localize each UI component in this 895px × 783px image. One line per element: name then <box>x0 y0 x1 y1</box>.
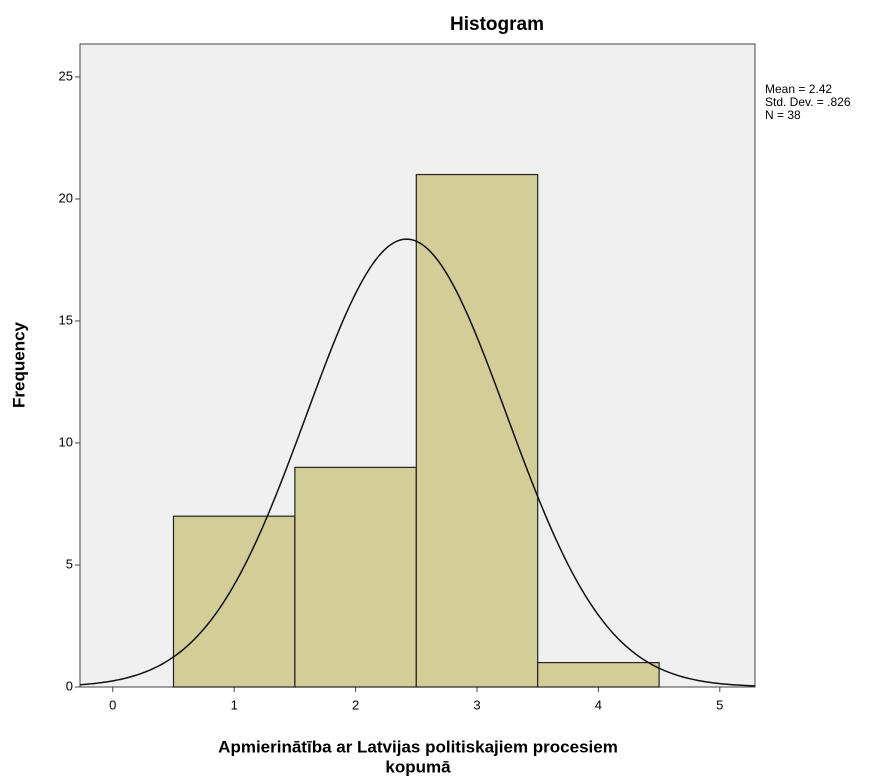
x-tick-label: 5 <box>716 697 723 712</box>
x-tick-label: 1 <box>231 697 238 712</box>
bar <box>294 466 417 688</box>
y-axis-label: Frequency <box>9 321 28 408</box>
y-tick-label: 0 <box>66 678 73 693</box>
y-tick-label: 25 <box>59 68 73 83</box>
bar <box>415 173 539 688</box>
chart-title: Histogram <box>450 14 544 35</box>
y-tick-label: 20 <box>59 190 73 205</box>
stat-label: Mean = 2.42 <box>765 82 832 96</box>
x-tick-label: 3 <box>473 697 480 712</box>
x-tick-label: 2 <box>352 697 359 712</box>
x-axis-label: kopumā <box>385 757 451 776</box>
bar <box>537 661 660 688</box>
y-tick-label: 5 <box>66 556 73 571</box>
x-tick-label: 4 <box>595 697 602 712</box>
bar <box>172 515 296 688</box>
y-tick-label: 15 <box>59 312 73 327</box>
normal-curve <box>79 238 756 687</box>
x-axis-label: Apmierinātība ar Latvijas politiskajiem … <box>218 737 618 756</box>
stat-label: Std. Dev. = .826 <box>765 95 851 109</box>
x-tick-label: 0 <box>109 697 116 712</box>
stat-label: N = 38 <box>765 108 801 122</box>
y-tick-label: 10 <box>59 434 73 449</box>
